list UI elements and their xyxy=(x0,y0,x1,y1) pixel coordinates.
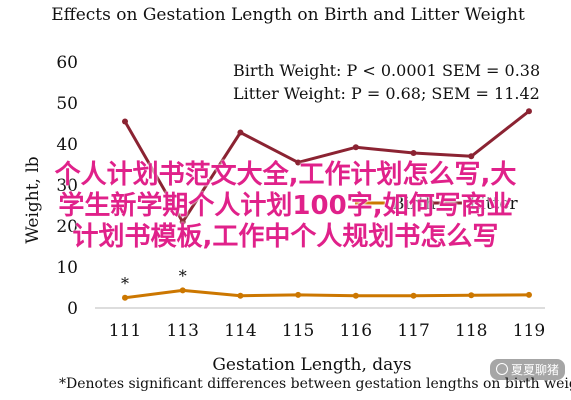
significance-markers: * * xyxy=(121,266,187,292)
significance-marker: * xyxy=(121,274,129,293)
data-point-litter xyxy=(468,153,475,160)
x-tick-label: 118 xyxy=(455,321,487,341)
watermark-text: 夏夏聊猪 xyxy=(510,363,559,377)
overlay-line-3: 计划书模板,工作中个人规划书怎么写 xyxy=(72,222,499,252)
wechat-icon xyxy=(495,363,508,375)
data-point-birth xyxy=(468,292,475,299)
y-tick-label: 60 xyxy=(56,53,78,73)
data-point-birth xyxy=(352,292,359,299)
series-group xyxy=(122,108,532,301)
x-tick-label: 117 xyxy=(397,321,429,341)
y-tick-label: 0 xyxy=(67,299,78,319)
data-point-birth xyxy=(179,287,186,294)
data-point-birth xyxy=(525,291,532,298)
significance-marker: * xyxy=(179,266,187,285)
legend-label-birth: Birth xyxy=(392,194,436,214)
x-tick-label: 111 xyxy=(109,321,141,341)
x-axis-ticks: 111 113 114 115 116 117 118 119 xyxy=(109,321,545,341)
series-line-litter xyxy=(123,110,530,224)
y-axis-label: Weight, lb xyxy=(23,156,43,243)
series-line-birth xyxy=(124,288,530,300)
overlay-line-2: 学生新学期个人计划100字,如何写商业 xyxy=(58,191,513,221)
legend-label-litter: Litter xyxy=(469,194,518,214)
annotation-litter-weight: Litter Weight: P = 0.68; SEM = 11.42 xyxy=(233,84,540,103)
data-point-litter xyxy=(122,118,128,125)
x-tick-label: 115 xyxy=(282,321,314,341)
watermark: 夏夏聊猪 xyxy=(489,359,565,380)
y-axis-ticks: 0 10 20 30 40 50 60 xyxy=(56,53,78,319)
data-point-litter xyxy=(410,150,417,157)
y-tick-label: 40 xyxy=(56,135,78,155)
y-tick-label: 50 xyxy=(56,94,78,114)
data-point-birth xyxy=(410,292,417,299)
data-point-birth xyxy=(295,291,302,298)
data-point-birth xyxy=(122,294,128,301)
data-point-litter xyxy=(179,218,186,225)
data-point-birth xyxy=(237,292,244,299)
x-tick-label: 116 xyxy=(340,321,372,341)
overlay-line-1: 个人计划书范文大全,工作计划怎么写,大 xyxy=(54,160,517,190)
x-tick-label: 113 xyxy=(166,321,198,341)
chart-title: Effects on Gestation Length on Birth and… xyxy=(51,5,525,25)
x-axis-label: Gestation Length, days xyxy=(212,355,411,375)
y-tick-label: 10 xyxy=(56,258,78,278)
y-tick-label: 30 xyxy=(56,176,78,196)
legend: Birth Litter xyxy=(355,194,518,214)
x-tick-label: 119 xyxy=(513,321,545,341)
data-point-litter xyxy=(525,108,532,115)
footnote: *Denotes significant differences between… xyxy=(59,376,571,392)
data-point-litter xyxy=(237,129,244,136)
x-tick-label: 114 xyxy=(224,321,256,341)
data-point-litter xyxy=(295,159,302,166)
overlay-banner: 个人计划书范文大全,工作计划怎么写,大 学生新学期个人计划100字,如何写商业 … xyxy=(0,160,571,253)
annotation-birth-weight: Birth Weight: P < 0.0001 SEM = 0.38 xyxy=(233,61,540,80)
y-tick-label: 20 xyxy=(56,217,78,237)
data-point-litter xyxy=(352,144,359,151)
